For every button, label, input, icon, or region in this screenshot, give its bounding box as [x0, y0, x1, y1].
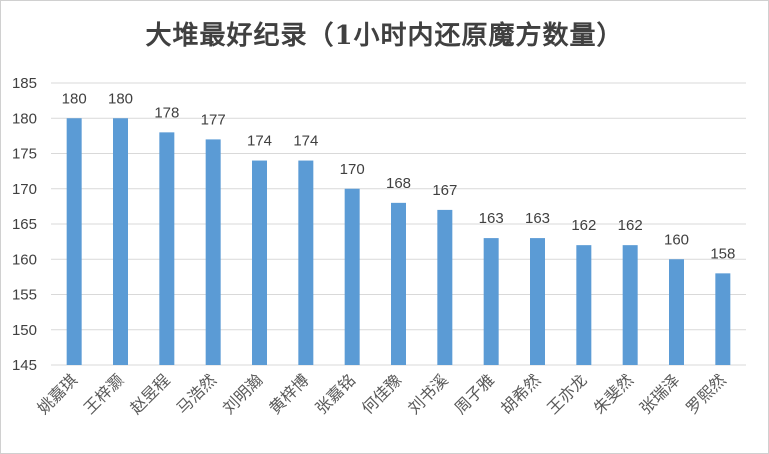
bar — [252, 160, 267, 365]
data-label: 162 — [618, 217, 643, 234]
data-label: 170 — [340, 161, 365, 178]
bar — [391, 202, 406, 365]
data-labels: 180 180 178 177 174 174 170 168 167 163 163 162 162 1… — [62, 90, 736, 262]
bars — [66, 118, 731, 365]
category-label: 刘明瀚 — [219, 370, 266, 417]
data-label: 167 — [432, 182, 457, 199]
bar — [66, 118, 82, 365]
bar — [622, 245, 638, 365]
data-label: 158 — [710, 245, 735, 262]
y-tick-label: 145 — [12, 357, 37, 374]
y-axis-ticks: 145 150 155 160 165 170 175 180 185 — [12, 75, 37, 374]
bar — [437, 209, 453, 365]
y-tick-label: 165 — [12, 216, 37, 233]
bar — [483, 238, 499, 365]
category-label: 姚嘉琪 — [34, 370, 81, 417]
x-axis-labels: 姚嘉琪王梓灏赵昱程马浩然刘明瀚黄梓博张嘉铭何佳豫刘书溪周子雅胡希然王亦龙朱斐然张… — [34, 370, 730, 417]
y-tick-label: 175 — [12, 146, 37, 163]
category-label: 刘书溪 — [404, 370, 451, 417]
bar — [159, 132, 175, 365]
bar — [298, 160, 314, 365]
y-tick-label: 155 — [12, 287, 37, 304]
data-label: 174 — [247, 133, 272, 150]
category-label: 何佳豫 — [358, 370, 405, 417]
data-label: 180 — [62, 90, 87, 107]
data-label: 160 — [664, 231, 689, 248]
data-label: 178 — [154, 104, 179, 121]
y-tick-label: 170 — [12, 181, 37, 198]
category-label: 罗熙然 — [682, 370, 729, 417]
category-label: 黄梓博 — [265, 370, 312, 417]
category-label: 王亦龙 — [543, 370, 590, 417]
bar — [113, 118, 128, 365]
y-tick-label: 180 — [12, 110, 37, 127]
category-label: 赵昱程 — [126, 370, 173, 417]
data-label: 163 — [525, 210, 550, 227]
data-label: 163 — [479, 210, 504, 227]
bar — [576, 245, 592, 365]
y-tick-label: 160 — [12, 251, 37, 268]
bar — [530, 238, 545, 365]
category-label: 马浩然 — [173, 370, 220, 417]
chart-title: 大堆最好纪录（1小时内还原魔方数量） — [145, 21, 624, 51]
category-label: 张嘉铭 — [312, 370, 359, 417]
y-tick-label: 150 — [12, 322, 37, 339]
bar — [669, 259, 684, 365]
category-label: 朱斐然 — [590, 370, 637, 417]
category-label: 张瑞泽 — [636, 370, 683, 417]
category-label: 胡希然 — [497, 370, 544, 417]
category-label: 周子雅 — [451, 370, 498, 417]
data-label: 168 — [386, 175, 411, 192]
data-label: 174 — [293, 133, 318, 150]
bar — [715, 273, 731, 365]
category-label: 王梓灏 — [80, 370, 127, 417]
data-label: 162 — [571, 217, 596, 234]
data-label: 177 — [201, 111, 226, 128]
bar — [344, 188, 360, 365]
bar — [205, 139, 221, 365]
data-label: 180 — [108, 90, 133, 107]
y-tick-label: 185 — [12, 75, 37, 92]
